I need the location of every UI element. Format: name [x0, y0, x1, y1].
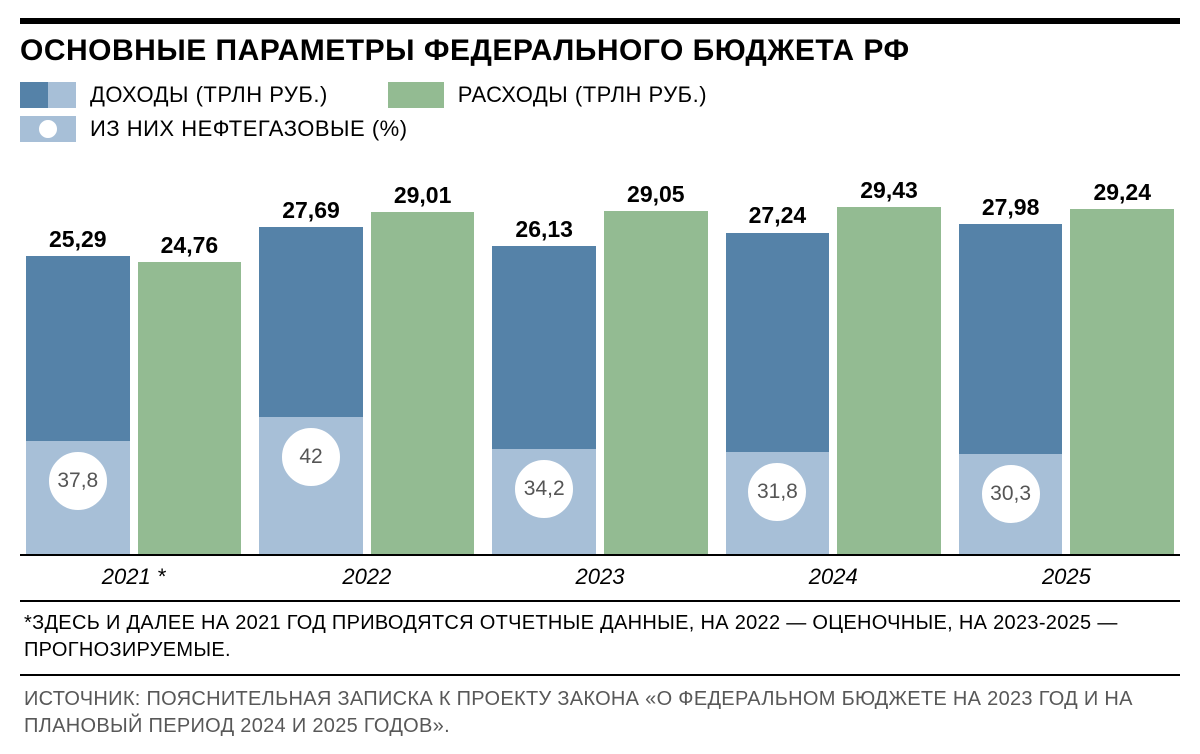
bar-chart: 25,2937,824,7627,694229,0126,1334,229,05…: [20, 156, 1180, 556]
x-label: 2025: [959, 564, 1174, 590]
oilgas-circle: 37,8: [46, 449, 110, 513]
year-group: 25,2937,824,76: [26, 156, 241, 554]
income-bar-oilgas: 37,8: [26, 441, 130, 554]
income-bar-top: [259, 227, 363, 417]
income-value: 27,98: [959, 194, 1063, 221]
oilgas-circle: 34,2: [512, 457, 576, 521]
chart-area: 25,2937,824,7627,694229,0126,1334,229,05…: [20, 156, 1180, 740]
expense-bar: 29,43: [837, 207, 941, 554]
year-group: 26,1334,229,05: [492, 156, 707, 554]
year-group: 27,694229,01: [259, 156, 474, 554]
income-bar-top: [959, 224, 1063, 454]
oilgas-circle: 42: [279, 425, 343, 489]
expense-bar: 29,05: [604, 211, 708, 554]
source-text: ИСТОЧНИК: ПОЯСНИТЕЛЬНАЯ ЗАПИСКА К ПРОЕКТ…: [20, 676, 1180, 740]
income-bar-oilgas: 30,3: [959, 454, 1063, 554]
income-value: 26,13: [492, 216, 596, 243]
x-label: 2022: [259, 564, 474, 590]
year-group: 27,2431,829,43: [726, 156, 941, 554]
expense-bar: 24,76: [138, 262, 242, 554]
oilgas-circle: 30,3: [979, 462, 1043, 526]
oilgas-swatch-bg: [20, 116, 76, 142]
expense-swatch: [388, 82, 444, 108]
chart-title: ОСНОВНЫЕ ПАРАМЕТРЫ ФЕДЕРАЛЬНОГО БЮДЖЕТА …: [20, 34, 1180, 68]
income-bar-top: [492, 246, 596, 449]
expense-value: 29,01: [371, 182, 475, 209]
expense-value: 29,05: [604, 181, 708, 208]
legend-item-oilgas: ИЗ НИХ НЕФТЕГАЗОВЫЕ (%): [20, 116, 1180, 142]
income-swatch-light: [48, 82, 76, 108]
legend: ДОХОДЫ (ТРЛН РУБ.) РАСХОДЫ (ТРЛН РУБ.) И…: [20, 82, 1180, 142]
expense-value: 29,24: [1070, 179, 1174, 206]
oilgas-circle: 31,8: [745, 460, 809, 524]
oilgas-swatch-circle: [37, 118, 59, 140]
income-bar-oilgas: 34,2: [492, 449, 596, 554]
footnote: *ЗДЕСЬ И ДАЛЕЕ НА 2021 ГОД ПРИВОДЯТСЯ ОТ…: [20, 602, 1180, 676]
x-label: 2021 *: [26, 564, 241, 590]
income-bar-oilgas: 42: [259, 417, 363, 554]
income-value: 27,24: [726, 202, 830, 229]
income-swatch: [20, 82, 76, 108]
oilgas-swatch: [20, 116, 76, 142]
income-bar-oilgas: 31,8: [726, 452, 830, 554]
income-value: 25,29: [26, 226, 130, 253]
income-bar-top: [726, 233, 830, 452]
income-swatch-dark: [20, 82, 48, 108]
income-bar: 25,2937,8: [26, 256, 130, 555]
income-bar: 26,1334,2: [492, 246, 596, 554]
x-axis-labels: 2021 * 2022 2023 2024 2025: [20, 564, 1180, 602]
income-bar: 27,9830,3: [959, 224, 1063, 554]
income-value: 27,69: [259, 197, 363, 224]
income-bar-top: [26, 256, 130, 442]
legend-item-income: ДОХОДЫ (ТРЛН РУБ.): [20, 82, 328, 108]
expense-value: 29,43: [837, 177, 941, 204]
legend-item-expense: РАСХОДЫ (ТРЛН РУБ.): [388, 82, 707, 108]
expense-bar: 29,01: [371, 212, 475, 554]
income-bar: 27,2431,8: [726, 232, 830, 554]
legend-label-oilgas: ИЗ НИХ НЕФТЕГАЗОВЫЕ (%): [90, 116, 408, 142]
expense-bar: 29,24: [1070, 209, 1174, 554]
income-bar: 27,6942: [259, 227, 363, 554]
expense-value: 24,76: [138, 232, 242, 259]
x-label: 2023: [492, 564, 707, 590]
legend-label-expense: РАСХОДЫ (ТРЛН РУБ.): [458, 82, 707, 108]
x-label: 2024: [726, 564, 941, 590]
year-group: 27,9830,329,24: [959, 156, 1174, 554]
top-rule: [20, 18, 1180, 24]
legend-label-income: ДОХОДЫ (ТРЛН РУБ.): [90, 82, 328, 108]
